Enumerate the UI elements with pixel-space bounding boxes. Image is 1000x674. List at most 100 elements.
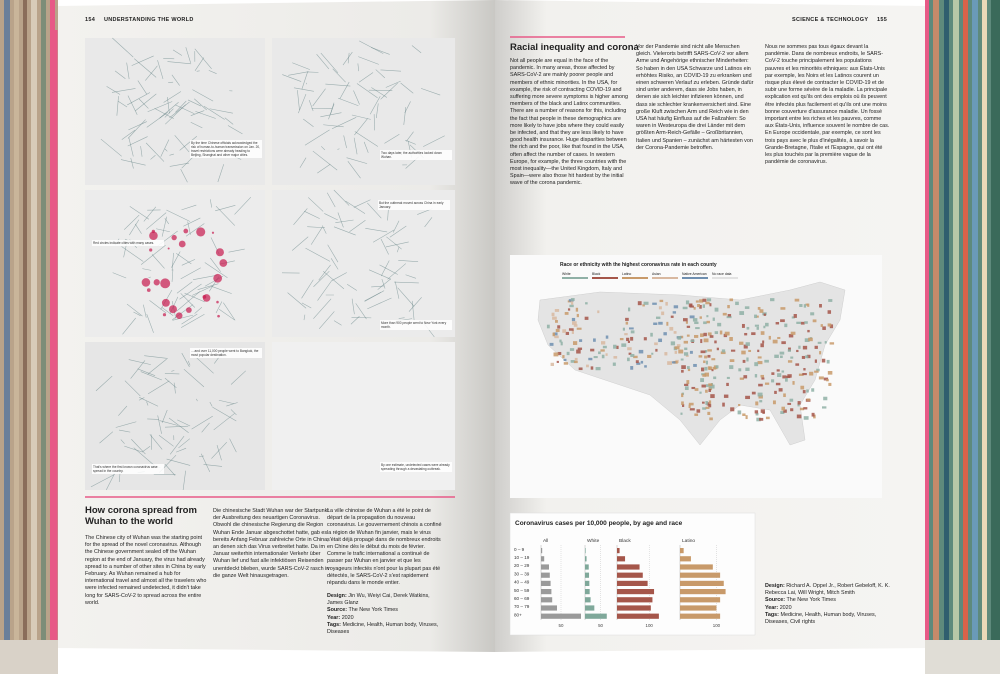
county-patch	[757, 361, 763, 365]
route-line	[312, 88, 326, 107]
county-patch	[824, 341, 827, 344]
county-patch	[633, 355, 638, 359]
county-patch	[562, 355, 565, 359]
county-patch	[559, 339, 562, 343]
route-line	[406, 140, 416, 145]
county-patch	[636, 362, 641, 365]
county-patch	[704, 350, 708, 353]
legend-label: Latino	[622, 272, 632, 276]
county-patch	[751, 391, 756, 395]
county-patch	[757, 349, 760, 353]
route-line	[380, 82, 398, 100]
map-annotation: That's where the first known coronavirus…	[92, 464, 164, 474]
county-patch	[787, 402, 792, 405]
county-patch	[742, 413, 746, 417]
county-patch	[694, 413, 699, 416]
county-patch	[699, 391, 702, 394]
county-patch	[817, 341, 822, 344]
county-patch	[708, 404, 712, 408]
county-patch	[630, 330, 635, 334]
age-label: 60 – 69	[514, 596, 530, 601]
case-circle	[183, 228, 189, 234]
county-patch	[793, 314, 797, 318]
county-patch	[551, 312, 555, 317]
county-patch	[701, 384, 706, 388]
route-line	[142, 268, 152, 271]
route-line	[411, 45, 422, 54]
route-line	[332, 68, 346, 83]
route-line	[181, 259, 196, 266]
county-patch	[702, 407, 707, 410]
chart-title: Coronavirus cases per 10,000 people, by …	[515, 520, 683, 527]
route-line	[187, 360, 191, 366]
route-line	[337, 148, 340, 150]
route-line	[354, 131, 379, 147]
county-patch	[755, 401, 759, 406]
county-patch	[699, 304, 702, 309]
county-patch	[605, 353, 608, 356]
route-line	[156, 228, 170, 233]
route-line	[310, 227, 323, 245]
route-line	[122, 317, 136, 335]
route-line	[363, 141, 369, 153]
county-patch	[756, 326, 759, 330]
route-line	[149, 434, 163, 450]
route-line	[303, 314, 306, 321]
county-patch	[577, 347, 583, 350]
route-line	[161, 409, 168, 423]
county-patch	[621, 343, 627, 347]
map-annotation: Red circles indicate cities with many ca…	[92, 240, 164, 246]
county-patch	[775, 382, 781, 386]
county-patch	[827, 323, 832, 327]
county-patch	[554, 309, 560, 312]
route-line	[292, 236, 309, 251]
route-line	[171, 251, 181, 268]
county-patch	[695, 300, 699, 303]
case-circle	[146, 288, 151, 292]
case-circle	[217, 314, 220, 318]
county-patch	[598, 351, 601, 355]
county-patch	[760, 343, 764, 348]
bar	[585, 589, 590, 595]
county-patch	[703, 360, 706, 364]
route-line	[187, 221, 191, 235]
county-patch	[829, 342, 835, 345]
route-line	[337, 97, 359, 107]
county-patch	[683, 352, 689, 356]
county-patch	[625, 317, 629, 321]
county-patch	[697, 304, 700, 308]
bar	[617, 564, 640, 570]
route-line	[127, 136, 148, 147]
county-patch	[597, 310, 600, 314]
county-patch	[819, 351, 822, 355]
county-patch	[655, 348, 658, 352]
county-patch	[684, 386, 689, 391]
county-patch	[601, 341, 606, 345]
county-patch	[549, 342, 554, 346]
route-line	[211, 286, 232, 294]
route-line	[301, 279, 314, 299]
county-patch	[820, 324, 823, 327]
credit-value: Medicine, Health, Human body, Viruses, D…	[765, 611, 877, 626]
county-patch	[781, 370, 785, 373]
route-line	[123, 214, 140, 230]
route-line	[192, 89, 214, 102]
county-patch	[703, 332, 707, 337]
county-patch	[772, 339, 778, 344]
route-line	[347, 160, 361, 179]
bar	[617, 613, 659, 619]
county-patch	[622, 327, 625, 331]
county-patch	[788, 334, 794, 338]
route-line	[106, 86, 121, 95]
county-patch	[630, 366, 634, 370]
route-line	[301, 302, 312, 309]
county-patch	[781, 406, 786, 411]
county-patch	[726, 376, 730, 379]
county-patch	[711, 358, 716, 361]
group-label: Black	[619, 538, 631, 544]
county-patch	[756, 417, 761, 422]
route-line	[384, 133, 400, 144]
route-line	[131, 55, 154, 66]
case-circle	[149, 248, 153, 252]
case-circle	[169, 305, 177, 314]
